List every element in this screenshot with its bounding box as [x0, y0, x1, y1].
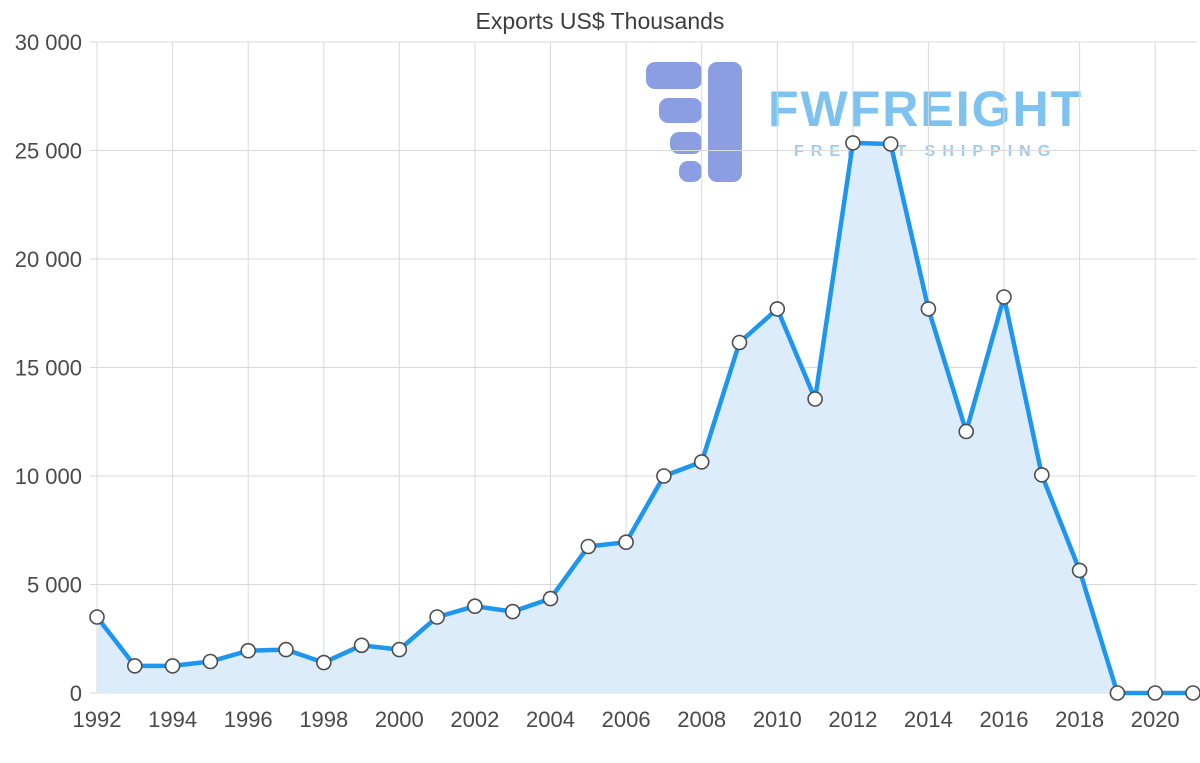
data-point-marker — [882, 136, 899, 152]
x-tick-label: 2008 — [677, 707, 726, 732]
x-tick-label: 2004 — [526, 707, 575, 732]
x-tick-label: 1994 — [148, 707, 197, 732]
x-tick-label: 2018 — [1055, 707, 1104, 732]
data-point-marker — [958, 423, 975, 440]
data-point-marker — [769, 301, 786, 317]
x-tick-label: 2020 — [1131, 707, 1180, 732]
data-point-marker — [580, 538, 597, 555]
data-point-marker — [202, 653, 219, 670]
data-point-marker — [353, 637, 370, 654]
y-tick-label: 30 000 — [15, 30, 82, 55]
data-point-marker — [920, 301, 937, 317]
data-point-marker — [127, 658, 143, 674]
data-point-marker — [467, 598, 483, 615]
x-tick-label: 2014 — [904, 707, 953, 732]
y-tick-label: 5 000 — [27, 573, 82, 598]
data-point-marker — [89, 609, 105, 625]
data-point-marker — [164, 658, 181, 674]
data-point-marker — [1185, 685, 1200, 701]
data-point-marker — [996, 289, 1012, 305]
data-point-marker — [1034, 467, 1050, 483]
data-point-marker — [240, 642, 256, 659]
data-point-marker — [429, 609, 445, 625]
fwfreight-logo-icon — [646, 62, 742, 182]
x-tick-label: 1998 — [299, 707, 348, 732]
data-point-marker — [1109, 685, 1126, 701]
data-point-marker — [391, 641, 408, 658]
y-tick-label: 25 000 — [15, 139, 82, 164]
data-point-marker — [542, 590, 559, 607]
x-tick-label: 1996 — [224, 707, 273, 732]
data-point-marker — [315, 654, 332, 671]
x-tick-label: 2016 — [980, 707, 1029, 732]
data-point-marker — [845, 135, 861, 151]
x-tick-label: 2000 — [375, 707, 424, 732]
data-point-marker — [504, 603, 521, 620]
y-tick-label: 20 000 — [15, 247, 82, 272]
data-point-marker — [1071, 562, 1088, 579]
data-point-marker — [1147, 685, 1163, 701]
x-tick-label: 2006 — [602, 707, 651, 732]
data-point-marker — [656, 468, 672, 484]
watermark: FWFREIGHT FREIGHT SHIPPING — [646, 62, 1083, 182]
x-tick-label: 2002 — [450, 707, 499, 732]
data-point-marker — [731, 334, 748, 351]
data-point-marker — [807, 391, 823, 407]
y-tick-label: 15 000 — [15, 356, 82, 381]
data-point-marker — [618, 534, 634, 551]
data-point-marker — [278, 641, 294, 658]
x-tick-label: 2010 — [753, 707, 802, 732]
chart-title: Exports US$ Thousands — [475, 8, 725, 34]
data-point-marker — [693, 454, 710, 470]
watermark-brand: FWFREIGHT — [768, 80, 1084, 137]
y-tick-label: 10 000 — [15, 464, 82, 489]
x-tick-label: 2012 — [828, 707, 877, 732]
area-fill — [97, 142, 1193, 693]
y-tick-label: 0 — [70, 681, 82, 706]
x-tick-label: 1992 — [73, 707, 122, 732]
